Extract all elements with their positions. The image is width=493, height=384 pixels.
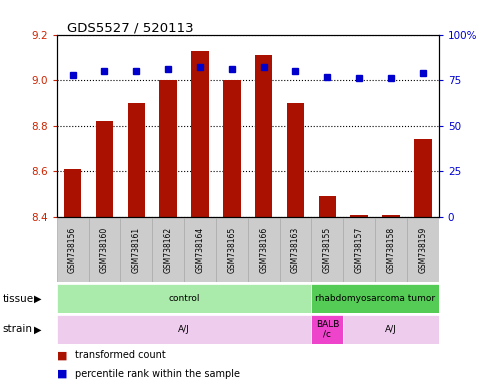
Bar [128, 103, 145, 217]
Bar [152, 218, 184, 282]
Text: ▶: ▶ [34, 324, 41, 334]
Bar [216, 218, 247, 282]
Bar [57, 218, 89, 282]
Text: ■: ■ [57, 369, 67, 379]
Text: GSM738161: GSM738161 [132, 227, 141, 273]
Bar [191, 51, 209, 217]
Bar [318, 197, 336, 217]
Bar [351, 215, 368, 217]
Text: A/J: A/J [385, 325, 397, 334]
Text: percentile rank within the sample: percentile rank within the sample [75, 369, 241, 379]
Text: GSM738159: GSM738159 [419, 227, 427, 273]
Bar [89, 218, 120, 282]
Text: GSM738166: GSM738166 [259, 227, 268, 273]
Text: transformed count: transformed count [75, 350, 166, 360]
Bar [287, 103, 304, 217]
Bar [382, 215, 400, 217]
Text: GSM738165: GSM738165 [227, 227, 236, 273]
Text: tissue: tissue [2, 294, 34, 304]
Bar [247, 218, 280, 282]
Text: GDS5527 / 520113: GDS5527 / 520113 [67, 21, 193, 34]
Bar [57, 315, 312, 344]
Text: GSM738163: GSM738163 [291, 227, 300, 273]
Bar [96, 121, 113, 217]
Text: A/J: A/J [178, 325, 190, 334]
Bar [120, 218, 152, 282]
Bar [184, 218, 216, 282]
Bar [64, 169, 81, 217]
Bar [159, 80, 177, 217]
Text: GSM738157: GSM738157 [354, 227, 364, 273]
Bar [280, 218, 312, 282]
Bar [255, 55, 273, 217]
Text: ▶: ▶ [34, 294, 41, 304]
Text: strain: strain [2, 324, 33, 334]
Text: GSM738156: GSM738156 [68, 227, 77, 273]
Text: control: control [168, 294, 200, 303]
Text: GSM738162: GSM738162 [164, 227, 173, 273]
Bar [343, 218, 375, 282]
Bar [414, 139, 431, 217]
Bar [312, 218, 343, 282]
Text: rhabdomyosarcoma tumor: rhabdomyosarcoma tumor [315, 294, 435, 303]
Bar [57, 284, 312, 313]
Text: GSM738164: GSM738164 [195, 227, 205, 273]
Text: GSM738158: GSM738158 [387, 227, 395, 273]
Text: ■: ■ [57, 350, 67, 360]
Bar [312, 315, 343, 344]
Bar [312, 284, 439, 313]
Bar [223, 80, 241, 217]
Text: BALB
/c: BALB /c [316, 319, 339, 339]
Text: GSM738160: GSM738160 [100, 227, 109, 273]
Bar [375, 218, 407, 282]
Text: GSM738155: GSM738155 [323, 227, 332, 273]
Bar [407, 218, 439, 282]
Bar [343, 315, 439, 344]
